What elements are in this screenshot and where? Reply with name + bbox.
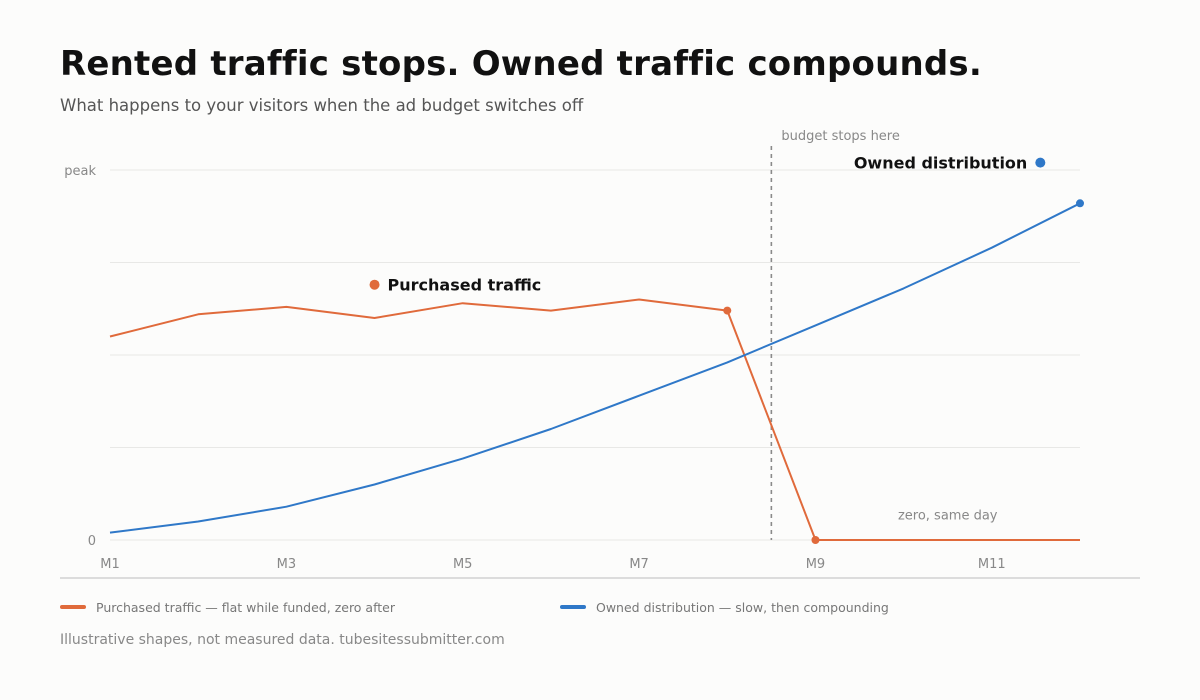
series-line-owned <box>109 202 1081 534</box>
annotations: budget stops here zero, same day <box>770 129 998 540</box>
x-tick-label: M1 <box>100 557 120 572</box>
series-label-owned: Owned distribution <box>854 154 1028 173</box>
legend-divider <box>60 577 1140 579</box>
x-tick-label: M5 <box>453 557 473 572</box>
legend-label-purchased: Purchased traffic — flat while funded, z… <box>96 599 395 615</box>
legend-swatch-purchased <box>60 605 86 609</box>
x-tick-label: M9 <box>806 557 826 572</box>
data-point-owned-last <box>1076 199 1084 208</box>
series-line-purchased <box>109 298 1080 541</box>
series-label-marker-owned <box>1035 157 1046 168</box>
data-point-purchased-zero <box>811 536 820 544</box>
grid-lines <box>110 169 1080 541</box>
legend-swatch-owned <box>560 605 586 609</box>
x-tick-labels: M1 M3 M5 M7 M9 M11 <box>100 557 1005 572</box>
footnote: Illustrative shapes, not measured data. … <box>60 632 505 648</box>
data-point-purchased-last-funded <box>723 306 732 315</box>
x-tick-label: M7 <box>629 557 649 572</box>
series-label-purchased: Purchased traffic <box>388 276 542 295</box>
y-tick-label: peak <box>64 164 96 179</box>
series-labels: Purchased traffic Owned distribution <box>369 154 1046 295</box>
y-tick-labels: 0 peak <box>64 164 96 549</box>
series-lines <box>109 199 1084 544</box>
budget-stop-label: budget stops here <box>781 129 900 144</box>
x-tick-label: M3 <box>277 557 297 572</box>
chart-title: Rented traffic stops. Owned traffic comp… <box>60 44 982 84</box>
series-label-marker-purchased <box>369 279 380 290</box>
y-tick-label: 0 <box>88 534 96 549</box>
zero-annotation: zero, same day <box>898 509 998 524</box>
legend-item-owned: Owned distribution — slow, then compound… <box>560 598 889 616</box>
legend-label-owned: Owned distribution — slow, then compound… <box>596 599 889 615</box>
legend-item-purchased: Purchased traffic — flat while funded, z… <box>60 598 395 616</box>
x-tick-label: M11 <box>978 557 1006 572</box>
chart-subtitle: What happens to your visitors when the a… <box>60 96 584 115</box>
